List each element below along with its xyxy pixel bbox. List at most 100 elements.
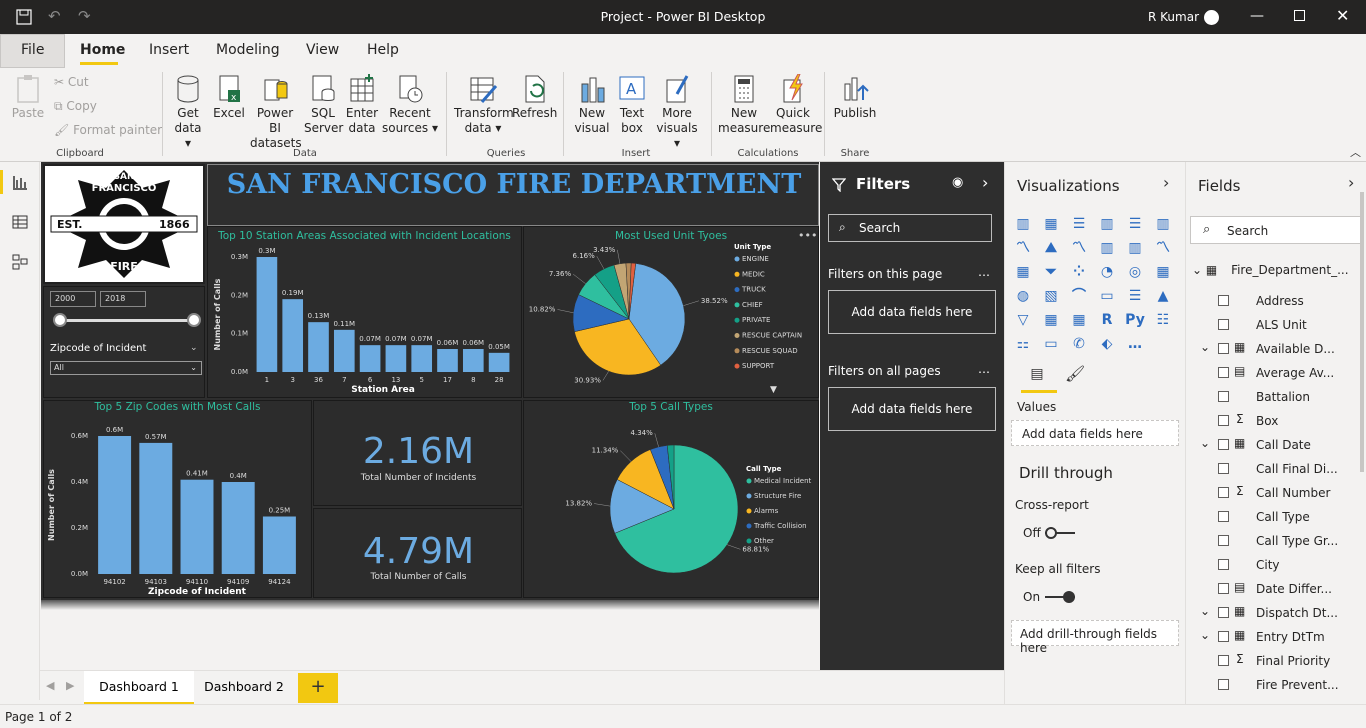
prev-page-icon[interactable]: ◀ xyxy=(46,679,55,692)
keep-filters-toggle[interactable] xyxy=(1045,590,1075,604)
slider-handle-right[interactable] xyxy=(187,313,201,327)
visual-type-icon-15[interactable]: ◔ xyxy=(1100,264,1114,280)
station-bar-chart[interactable]: 0.0M 0.1M 0.2M 0.3M Number of Calls 0.3M 1 0.19… xyxy=(208,227,523,399)
field-checkbox[interactable] xyxy=(1218,367,1229,378)
enter-data-button[interactable]: Enter data xyxy=(344,74,380,136)
bar[interactable] xyxy=(437,349,458,372)
visual-type-icon-27[interactable]: R xyxy=(1101,312,1113,328)
pie-slice[interactable] xyxy=(628,263,686,366)
visual-type-icon-21[interactable]: ▭ xyxy=(1100,288,1114,304)
transform-data-button[interactable]: Transform data ▾ xyxy=(454,74,514,136)
chevron-down-icon[interactable]: ⌄ xyxy=(190,343,198,353)
format-painter-button[interactable]: 🖌 Format painter xyxy=(54,123,162,137)
visual-type-icon-30[interactable]: ⚏ xyxy=(1016,336,1030,352)
slider-from-input[interactable]: 2000 xyxy=(50,291,96,307)
field-item[interactable]: ⌄ ▦ Entry DtTm xyxy=(1186,626,1356,648)
visual-type-icon-20[interactable]: ⌒ xyxy=(1072,288,1086,304)
data-view-icon[interactable] xyxy=(12,214,28,230)
tab-file[interactable]: File xyxy=(21,42,45,58)
visual-type-icon-24[interactable]: ▽ xyxy=(1017,312,1029,328)
field-checkbox[interactable] xyxy=(1218,535,1229,546)
bar[interactable] xyxy=(256,257,278,372)
user-name[interactable]: R Kumar xyxy=(1148,10,1200,24)
field-item[interactable]: Address xyxy=(1186,290,1356,312)
field-checkbox[interactable] xyxy=(1218,631,1229,642)
new-measure-button[interactable]: New measure xyxy=(718,74,770,136)
visual-type-icon-31[interactable]: ▭ xyxy=(1044,336,1058,352)
bar[interactable] xyxy=(488,352,510,372)
field-item[interactable]: ▤ Average Av... xyxy=(1186,362,1356,384)
field-item[interactable]: Σ Box xyxy=(1186,410,1356,432)
undo-icon[interactable]: ↶ xyxy=(48,7,61,25)
field-item[interactable]: ▤ Date Differ... xyxy=(1186,578,1356,600)
field-checkbox[interactable] xyxy=(1218,463,1229,474)
model-view-icon[interactable] xyxy=(12,254,28,270)
visual-type-icon-32[interactable]: ✆ xyxy=(1073,336,1085,352)
field-item[interactable]: Call Final Di... xyxy=(1186,458,1356,480)
visual-type-icon-17[interactable]: ▦ xyxy=(1156,264,1170,280)
sql-server-button[interactable]: SQL Server xyxy=(304,74,343,136)
maximize-icon[interactable] xyxy=(1294,10,1305,21)
cross-report-toggle[interactable] xyxy=(1045,526,1075,540)
legend-scroll-down-icon[interactable]: ▼ xyxy=(770,385,777,395)
eye-icon[interactable]: ◉ xyxy=(952,175,964,190)
bar[interactable] xyxy=(282,299,304,372)
collapse-filters-icon[interactable]: › xyxy=(982,173,989,192)
visual-type-icon-6[interactable]: 〽 xyxy=(1016,240,1030,256)
add-page-button[interactable]: + xyxy=(298,673,338,703)
page-filter-dropzone[interactable]: Add data fields here xyxy=(828,290,996,334)
field-item[interactable]: City xyxy=(1186,554,1356,576)
field-checkbox[interactable] xyxy=(1218,607,1229,618)
collapse-viz-icon[interactable]: › xyxy=(1163,173,1170,192)
field-checkbox[interactable] xyxy=(1218,439,1229,450)
new-visual-button[interactable]: New visual xyxy=(572,74,612,136)
more-options-icon[interactable]: … xyxy=(978,362,990,376)
recent-sources-button[interactable]: Recent sources ▾ xyxy=(382,74,438,136)
all-pages-filter-dropzone[interactable]: Add data fields here xyxy=(828,387,996,431)
pbi-datasets-button[interactable]: Power BI datasets xyxy=(250,74,302,151)
calltype-pie-chart[interactable]: 68.81% 13.82% 11.34% 4.34% Call Type Medical … xyxy=(524,401,820,599)
field-item[interactable]: Σ Call Number xyxy=(1186,482,1356,504)
table-node[interactable]: ⌄ ▦ Fire_Department_... xyxy=(1192,263,1349,277)
scrollbar[interactable] xyxy=(1360,192,1364,472)
zip-bar-chart[interactable]: 0.0M 0.2M 0.4M 0.6M Number of Calls 0.6M 94102… xyxy=(44,401,313,599)
field-checkbox[interactable] xyxy=(1218,583,1229,594)
avatar[interactable] xyxy=(1204,10,1219,25)
fields-tab-icon[interactable]: ▤ xyxy=(1030,366,1044,382)
format-paint-roller-icon[interactable]: 🖌 xyxy=(1065,364,1086,383)
visual-type-icon-13[interactable]: ⏷ xyxy=(1045,264,1057,280)
visual-type-icon-10[interactable]: ▥ xyxy=(1128,240,1142,256)
pie-slice[interactable] xyxy=(574,318,662,376)
visual-type-icon-0[interactable]: ▥ xyxy=(1016,216,1030,232)
cut-button[interactable]: ✂ Cut xyxy=(54,75,89,89)
visual-type-icon-25[interactable]: ▦ xyxy=(1044,312,1058,328)
bar[interactable] xyxy=(98,436,132,574)
bar[interactable] xyxy=(180,479,214,574)
save-icon[interactable] xyxy=(16,9,32,25)
field-checkbox[interactable] xyxy=(1218,391,1229,402)
field-item[interactable]: ⌄ ▦ Call Date xyxy=(1186,434,1356,456)
visual-type-icon-1[interactable]: ▦ xyxy=(1044,216,1058,232)
bar[interactable] xyxy=(359,345,381,372)
tab-modeling[interactable]: Modeling xyxy=(216,42,280,58)
field-checkbox[interactable] xyxy=(1218,295,1229,306)
collapse-ribbon-icon[interactable]: ︿ xyxy=(1350,146,1361,159)
quick-measure-button[interactable]: Quick measure xyxy=(770,74,822,136)
filters-search-input[interactable]: ⌕ Search xyxy=(828,214,992,242)
field-checkbox[interactable] xyxy=(1218,655,1229,666)
fields-search-input[interactable]: ⌕ Search xyxy=(1190,216,1362,244)
visual-type-icon-18[interactable]: ◍ xyxy=(1016,288,1030,304)
minimize-icon[interactable]: — xyxy=(1250,8,1264,24)
refresh-button[interactable]: Refresh xyxy=(512,74,557,121)
unit-pie-chart[interactable]: 38.52% 30.93% 10.82% 7.36% 6.16%3.43% Unit Ty… xyxy=(524,227,820,399)
field-item[interactable]: ⌄ ▦ Available D... xyxy=(1186,338,1356,360)
visual-type-icon-28[interactable]: Py xyxy=(1125,312,1145,328)
values-dropzone[interactable]: Add data fields here xyxy=(1011,420,1179,446)
field-checkbox[interactable] xyxy=(1218,319,1229,330)
visual-type-icon-19[interactable]: ▧ xyxy=(1044,288,1058,304)
bar[interactable] xyxy=(385,345,407,372)
field-item[interactable]: Call Type xyxy=(1186,506,1356,528)
calls-kpi-card[interactable]: 4.79M Total Number of Calls xyxy=(313,508,522,598)
field-item[interactable]: Σ Final Priority xyxy=(1186,650,1356,672)
slider-handle-left[interactable] xyxy=(53,313,67,327)
